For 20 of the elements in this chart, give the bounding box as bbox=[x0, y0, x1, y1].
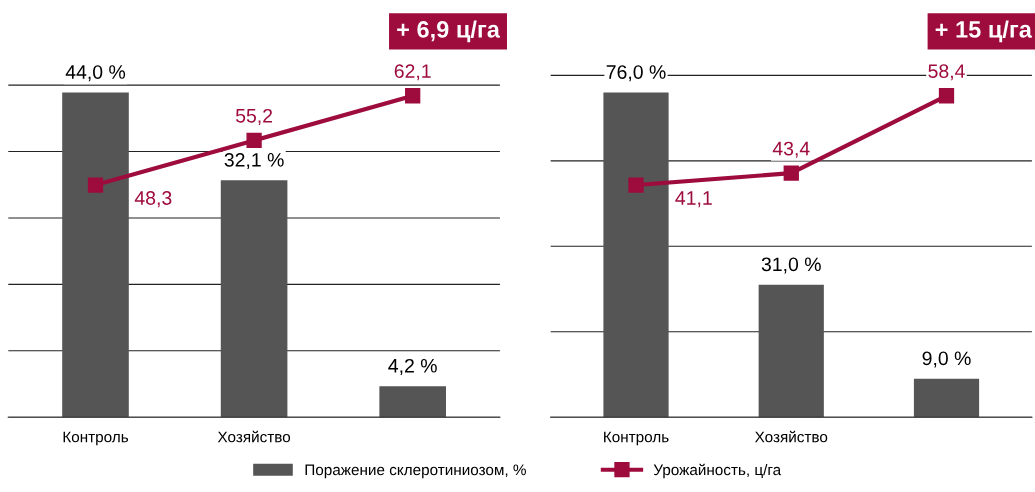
data-label: 4,2 % bbox=[388, 358, 437, 375]
legend-label: Поражение склеротиниозом, % bbox=[305, 464, 526, 479]
data-label: 48,3 bbox=[134, 191, 172, 208]
data-label: 31,0 % bbox=[761, 257, 821, 274]
x-tick-label: Контроль bbox=[604, 431, 669, 446]
text: + 15 ц/га bbox=[935, 20, 1033, 43]
data-label: 41,1 bbox=[675, 191, 712, 208]
data-label: 55,2 bbox=[235, 108, 273, 125]
data-label: 76,0 % bbox=[606, 65, 666, 82]
data-label: 58,4 bbox=[928, 64, 965, 81]
legend-label: Урожайность, ц/га bbox=[653, 463, 782, 479]
x-tick-label: Хозяйство bbox=[754, 430, 828, 443]
data-label: 43,4 bbox=[772, 141, 810, 158]
data-label: 9,0 % bbox=[922, 351, 971, 368]
data-label: 62,1 bbox=[394, 64, 431, 81]
data-label: 32,1 % bbox=[224, 152, 284, 170]
text: + 6,9 ц/га bbox=[397, 20, 501, 43]
x-tick-label: Хозяйство bbox=[217, 430, 291, 443]
x-tick-label: Контроль bbox=[63, 431, 129, 446]
data-label: 44,0 % bbox=[65, 65, 126, 82]
